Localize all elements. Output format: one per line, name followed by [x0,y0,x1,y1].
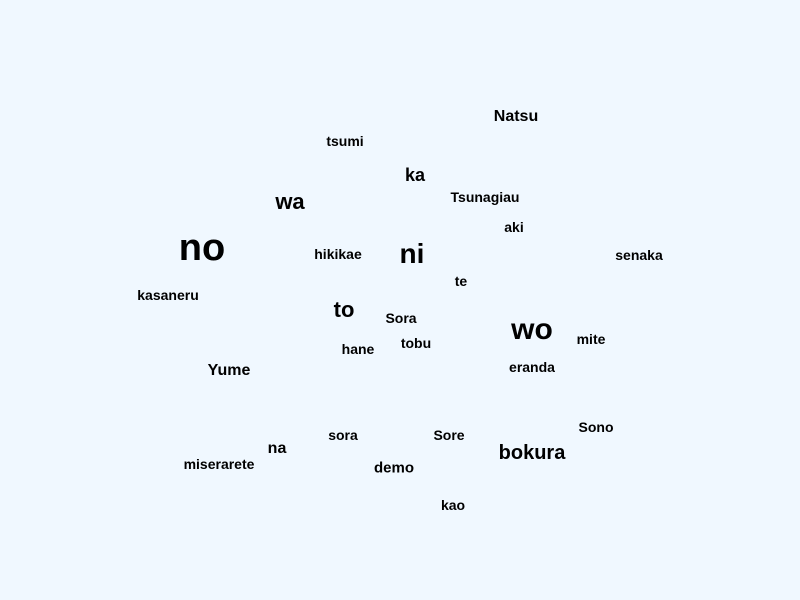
word-eranda: eranda [509,359,555,375]
word-na: na [267,440,287,457]
word-sora-capital: Sora [385,310,417,326]
word-wa: wa [275,189,305,214]
word-tsunagiau: Tsunagiau [450,189,520,205]
word-bokura: bokura [498,442,566,464]
word-te: te [454,273,468,289]
word-natsu: Natsu [493,108,539,125]
word-to: to [333,297,355,322]
word-tsumi: tsumi [326,133,364,149]
word-tobu: tobu [400,335,432,351]
word-sore: Sore [433,427,465,443]
word-kasaneru: kasaneru [137,287,199,303]
word-yume: Yume [207,362,251,379]
word-miserarete: miserarete [183,456,255,472]
word-mite: mite [576,331,606,347]
word-demo: demo [373,459,415,477]
word-kao: kao [440,497,466,513]
word-senaka: senaka [615,247,663,263]
word-hikikae: hikikae [314,246,362,262]
word-sora: sora [328,427,358,443]
word-aki: aki [504,219,524,235]
word-ka: ka [404,165,426,185]
word-sono: Sono [578,419,614,435]
word-wo: wo [511,313,553,346]
word-no: no [178,227,226,269]
word-ni: ni [399,238,425,269]
word-hane: hane [341,341,375,357]
